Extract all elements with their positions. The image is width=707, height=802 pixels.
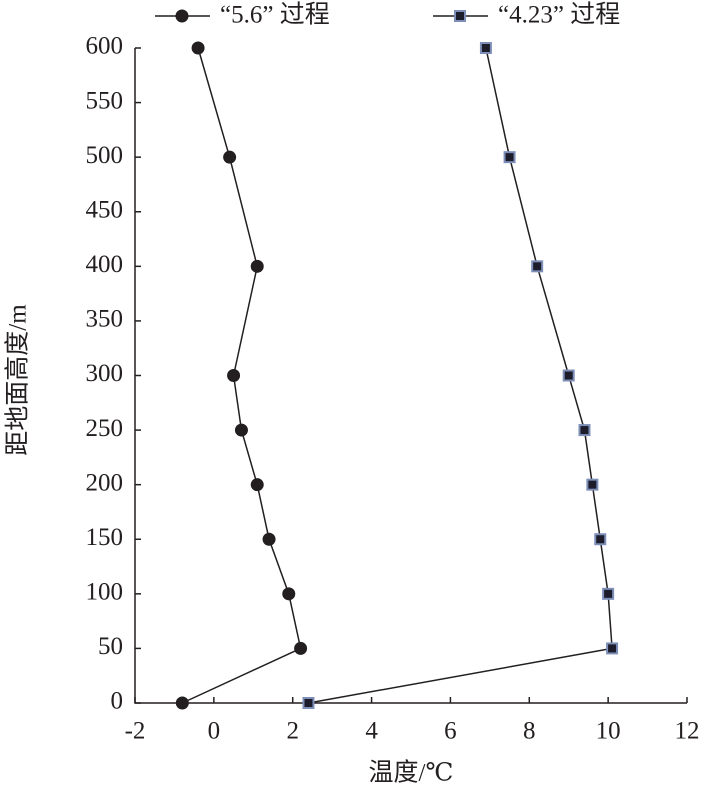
data-point (227, 369, 241, 382)
y-tick-label: 200 (86, 469, 124, 496)
data-point (503, 151, 516, 164)
data-point (250, 478, 264, 492)
y-tick-label: 50 (98, 633, 123, 660)
data-point (302, 697, 315, 709)
series-line (308, 47, 613, 704)
legend-marker (175, 9, 189, 23)
x-tick-label: 0 (208, 718, 221, 745)
y-tick-label: 600 (86, 33, 124, 60)
y-tick-label: 300 (86, 360, 124, 387)
x-tick-label: 4 (365, 718, 378, 745)
x-tick-label: 8 (523, 718, 536, 745)
y-tick-label: 550 (86, 87, 124, 114)
data-point (586, 478, 599, 491)
data-point (234, 423, 248, 437)
x-tick-label: -2 (125, 718, 146, 745)
series-line (181, 47, 302, 704)
y-tick-label: 0 (111, 688, 124, 715)
data-point (531, 260, 544, 273)
y-tick-label: 500 (86, 142, 124, 169)
x-tick-label: 10 (596, 718, 621, 745)
x-tick-label: 12 (675, 718, 700, 745)
data-point (223, 150, 237, 164)
data-point (479, 42, 492, 54)
data-point (294, 641, 308, 655)
data-point (602, 587, 615, 600)
data-point (250, 259, 264, 273)
data-point (175, 696, 189, 710)
x-axis-label: 温度/℃ (369, 759, 454, 787)
y-tick-label: 350 (86, 306, 124, 333)
y-tick-label: 250 (86, 415, 124, 442)
data-point (606, 642, 619, 655)
data-point (562, 369, 575, 382)
y-tick-label: 150 (86, 524, 124, 551)
data-point (262, 532, 276, 546)
x-tick-label: 6 (444, 718, 457, 745)
x-tick-label: 2 (286, 718, 299, 745)
y-tick-label: 400 (86, 251, 124, 278)
legend-label: “4.23” 过程 (498, 1, 620, 29)
axes (134, 48, 687, 704)
data-point (282, 587, 296, 601)
data-point (594, 533, 607, 546)
y-tick-label: 450 (86, 196, 124, 223)
y-tick-label: 100 (86, 579, 124, 606)
y-axis-label: 距地面高度/m (4, 304, 32, 456)
data-point (578, 424, 591, 437)
legend-label: “5.6” 过程 (220, 1, 330, 29)
legend-marker (454, 10, 466, 22)
data-point (191, 41, 205, 55)
